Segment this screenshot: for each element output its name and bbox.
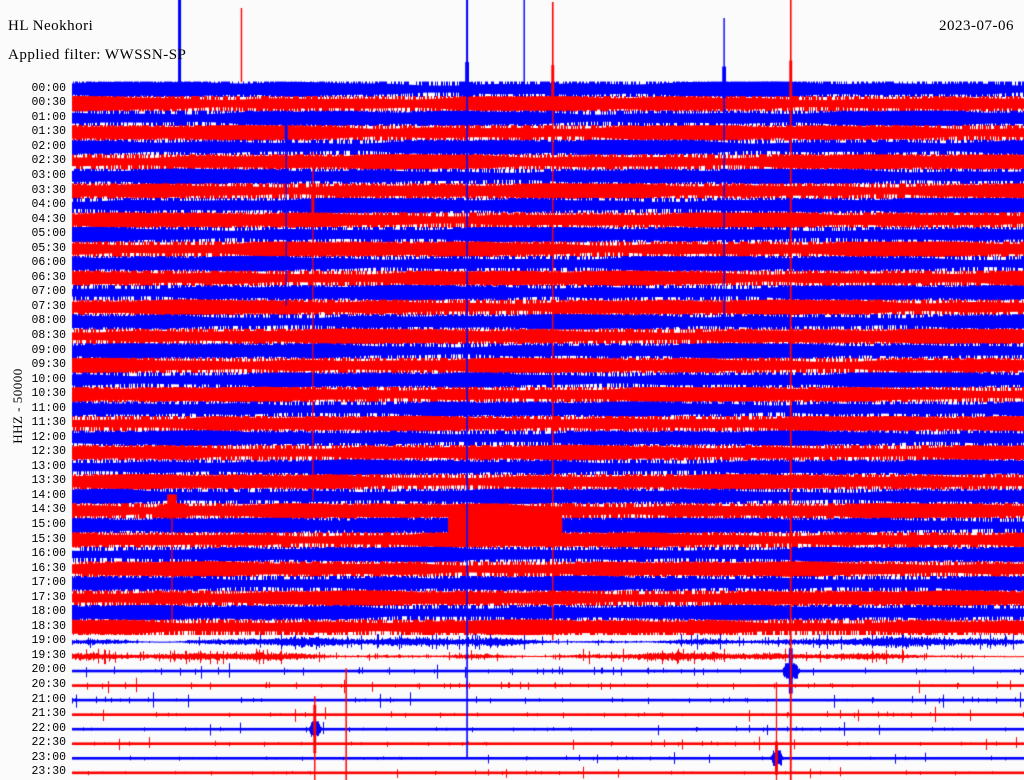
time-tick-label: 08:30 — [31, 328, 66, 342]
time-tick-label: 05:00 — [31, 227, 66, 241]
time-tick-label: 07:30 — [31, 299, 66, 313]
time-tick-label: 12:00 — [31, 430, 66, 444]
time-tick-label: 06:30 — [31, 270, 66, 284]
time-tick-label: 23:00 — [31, 750, 66, 764]
time-tick-label: 20:00 — [31, 663, 66, 677]
time-tick-label: 03:00 — [31, 169, 66, 183]
time-tick-label: 01:00 — [31, 110, 66, 124]
time-tick-label: 16:00 — [31, 547, 66, 561]
time-tick-label: 21:00 — [31, 692, 66, 706]
date-label: 2023-07-06 — [939, 18, 1014, 34]
time-tick-label: 19:00 — [31, 634, 66, 648]
time-tick-label: 09:30 — [31, 358, 66, 372]
time-tick-label: 16:30 — [31, 561, 66, 575]
time-tick-label: 18:00 — [31, 605, 66, 619]
time-tick-label: 03:30 — [31, 183, 66, 197]
time-tick-label: 12:30 — [31, 445, 66, 459]
time-tick-label: 04:30 — [31, 212, 66, 226]
time-tick-label: 21:30 — [31, 707, 66, 721]
time-tick-label: 07:00 — [31, 285, 66, 299]
time-tick-label: 00:00 — [31, 81, 66, 95]
time-tick-label: 01:30 — [31, 125, 66, 139]
time-tick-label: 09:00 — [31, 343, 66, 357]
time-tick-label: 17:30 — [31, 590, 66, 604]
time-tick-label: 02:00 — [31, 139, 66, 153]
time-tick-label: 23:30 — [31, 765, 66, 779]
station-title: HL Neokhori — [8, 18, 94, 34]
time-tick-label: 06:00 — [31, 256, 66, 270]
time-tick-label: 14:00 — [31, 488, 66, 502]
time-tick-label: 04:00 — [31, 198, 66, 212]
time-tick-label: 17:00 — [31, 576, 66, 590]
applied-filter-label: Applied filter: WWSSN-SP — [8, 47, 187, 63]
time-tick-label: 11:00 — [31, 401, 66, 415]
time-tick-label: 05:30 — [31, 241, 66, 255]
time-tick-label: 15:00 — [31, 518, 66, 532]
time-tick-label: 02:30 — [31, 154, 66, 168]
time-tick-label: 22:30 — [31, 736, 66, 750]
time-tick-label: 19:30 — [31, 648, 66, 662]
time-tick-label: 15:30 — [31, 532, 66, 546]
time-tick-label: 18:30 — [31, 619, 66, 633]
time-tick-label: 08:00 — [31, 314, 66, 328]
time-tick-label: 13:30 — [31, 474, 66, 488]
time-tick-label: 22:00 — [31, 721, 66, 735]
time-tick-label: 11:30 — [31, 416, 66, 430]
time-tick-label: 14:30 — [31, 503, 66, 517]
time-tick-label: 20:30 — [31, 677, 66, 691]
time-tick-label: 10:30 — [31, 387, 66, 401]
time-tick-label: 13:00 — [31, 459, 66, 473]
time-axis: 00:00 00:30 01:00 01:30 02:00 02:30 03:00 03:30… — [0, 0, 70, 780]
time-tick-label: 00:30 — [31, 96, 66, 110]
time-tick-label: 10:00 — [31, 372, 66, 386]
